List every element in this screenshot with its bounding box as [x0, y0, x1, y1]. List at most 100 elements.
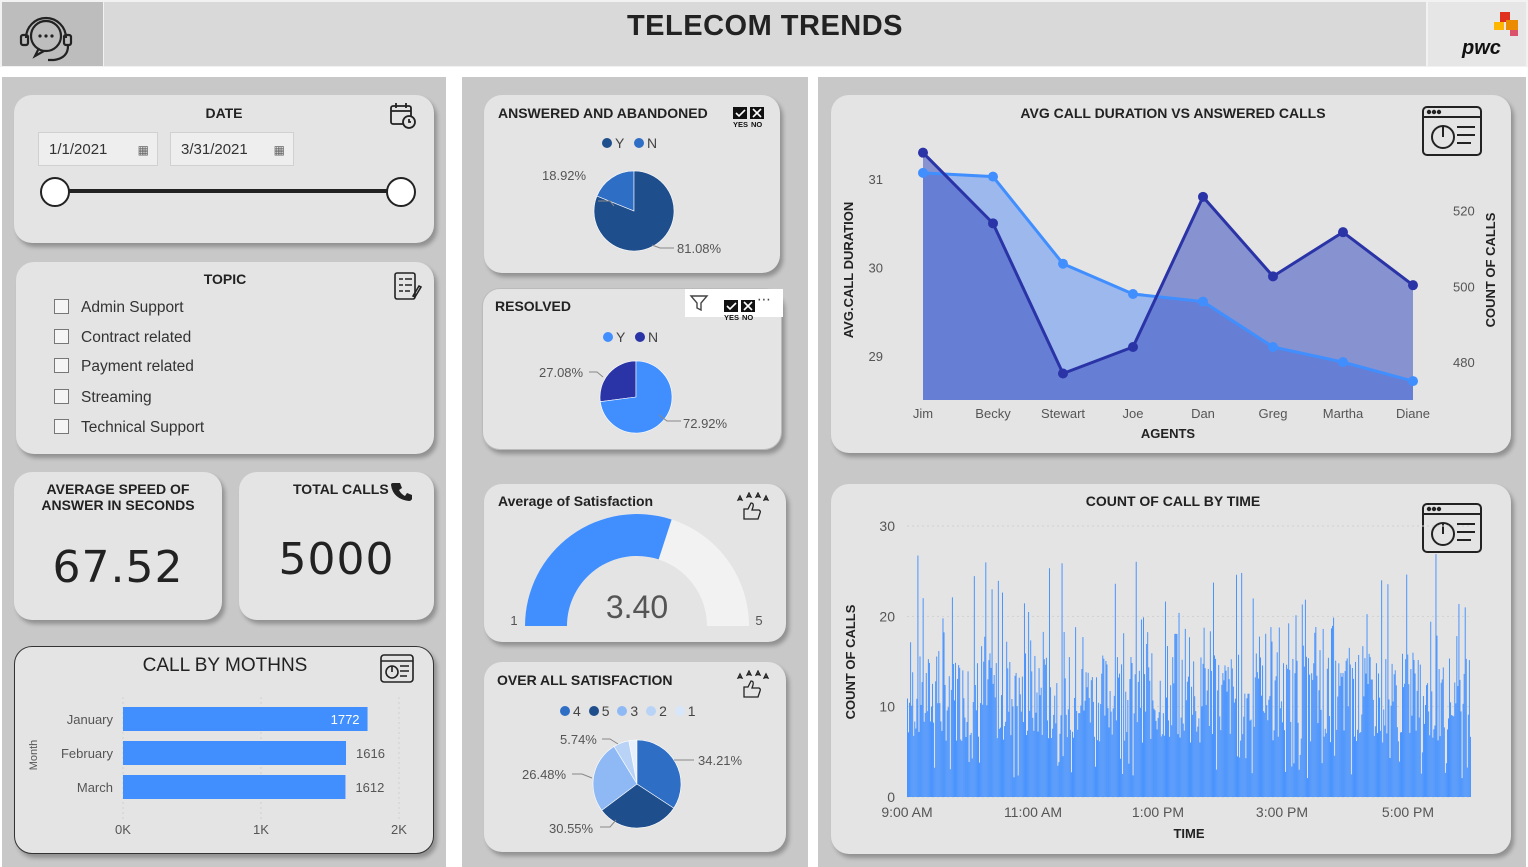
- time-bar: [938, 651, 940, 797]
- checkbox[interactable]: [54, 419, 69, 434]
- time-bar: [1336, 729, 1338, 797]
- time-bar: [1315, 627, 1317, 797]
- time-bar: [934, 767, 936, 797]
- time-bar: [1067, 709, 1069, 797]
- time-bar: [1058, 762, 1060, 797]
- time-bar: [1419, 664, 1421, 797]
- end-date-input[interactable]: 3/31/2021 ▦: [170, 132, 294, 166]
- date-slicer-title: DATE: [205, 105, 243, 121]
- time-bar: [1243, 716, 1245, 797]
- answered-abandoned-card: ANSWERED AND ABANDONED YES NO Y N 18.92%…: [484, 95, 780, 273]
- time-bar: [1337, 696, 1339, 797]
- start-date-handle[interactable]: [40, 177, 70, 207]
- logo-box: [2, 2, 103, 66]
- time-bar: [1090, 680, 1092, 797]
- time-bar: [1093, 736, 1095, 797]
- time-bar: [914, 721, 916, 797]
- time-bar: [1427, 683, 1429, 797]
- time-bar: [1463, 673, 1465, 797]
- topic-item-admin-support[interactable]: Admin Support: [54, 299, 184, 317]
- time-bar: [967, 671, 969, 797]
- calendar-icon[interactable]: ▦: [137, 143, 149, 157]
- legend-label: Y: [615, 135, 625, 151]
- time-bar: [982, 704, 984, 797]
- topic-item-technical-support[interactable]: Technical Support: [54, 419, 204, 437]
- time-bar: [1171, 725, 1173, 797]
- time-bar: [992, 683, 994, 797]
- time-bar: [1248, 693, 1250, 797]
- time-bar: [1053, 714, 1055, 797]
- time-bar: [1298, 769, 1300, 797]
- topic-item-payment-related[interactable]: Payment related: [54, 358, 194, 376]
- time-bar: [1207, 668, 1209, 797]
- time-bar: [1056, 683, 1058, 797]
- pie-label: 5.74%: [560, 732, 597, 747]
- topic-item-contract-related[interactable]: Contract related: [54, 329, 191, 347]
- time-bar: [915, 728, 917, 797]
- pie-slice: [636, 739, 682, 809]
- time-bar: [1461, 778, 1463, 797]
- date-slicer: DATE 1/1/2021 ▦ 3/31/2021 ▦: [14, 95, 434, 243]
- time-bar: [1138, 670, 1140, 797]
- time-bar: [958, 665, 960, 797]
- time-bar: [994, 697, 996, 797]
- time-bar: [1245, 758, 1247, 797]
- time-bar: [1050, 687, 1052, 797]
- time-bar: [1421, 752, 1423, 797]
- time-bar: [1055, 723, 1057, 797]
- time-bar: [1020, 711, 1022, 797]
- time-bar: [1104, 715, 1106, 797]
- filter-icon[interactable]: [689, 293, 709, 313]
- time-bar: [1234, 698, 1236, 797]
- end-date-value: 3/31/2021: [181, 141, 248, 158]
- time-bar: [993, 674, 995, 797]
- time-bar: [1321, 763, 1323, 797]
- checkbox[interactable]: [54, 389, 69, 404]
- start-date-input[interactable]: 1/1/2021 ▦: [38, 132, 158, 166]
- end-date-handle[interactable]: [386, 177, 416, 207]
- time-bar: [1414, 673, 1416, 797]
- time-bar: [1153, 708, 1155, 797]
- time-bar: [1307, 778, 1308, 797]
- time-bar: [1343, 730, 1345, 797]
- time-bar: [1184, 628, 1186, 797]
- checkbox[interactable]: [54, 329, 69, 344]
- time-bar: [1108, 727, 1110, 797]
- time-bar: [956, 740, 958, 797]
- time-bar: [950, 689, 952, 797]
- time-bar: [991, 589, 993, 797]
- time-bar: [989, 653, 991, 797]
- gauge-fill: [525, 514, 672, 626]
- time-bar: [1350, 774, 1352, 797]
- time-bar: [1099, 741, 1101, 797]
- duration-vs-answered-card: AVG CALL DURATION VS ANSWERED CALLS 29 30…: [831, 95, 1511, 453]
- time-bar: [1278, 627, 1280, 797]
- time-bar: [1051, 738, 1053, 797]
- topic-item-streaming[interactable]: Streaming: [54, 389, 152, 407]
- more-options-icon[interactable]: ⋯: [757, 291, 771, 307]
- time-bar: [1049, 568, 1050, 797]
- time-bar: [1455, 703, 1457, 797]
- time-bar: [1272, 740, 1274, 797]
- time-bar: [1157, 717, 1159, 797]
- time-bar: [1164, 601, 1166, 797]
- time-bar: [1430, 621, 1432, 797]
- topic-item-label: Contract related: [81, 329, 192, 346]
- time-bar: [1149, 680, 1151, 797]
- calendar-icon[interactable]: ▦: [273, 143, 285, 157]
- time-bar: [1124, 740, 1126, 797]
- time-bar: [1264, 712, 1266, 797]
- agent-label: Diane: [1396, 406, 1430, 421]
- x-tick-label: 2K: [391, 822, 407, 837]
- checkbox[interactable]: [54, 299, 69, 314]
- time-bar: [1109, 691, 1111, 797]
- time-bar: [1096, 677, 1097, 797]
- checkbox[interactable]: [54, 358, 69, 373]
- time-bar: [1382, 742, 1384, 797]
- time-bar: [1322, 628, 1324, 797]
- time-bar: [1002, 592, 1003, 797]
- time-bar: [1360, 732, 1362, 797]
- time-bar: [1113, 695, 1115, 797]
- answered-point: [918, 167, 928, 178]
- time-bar: [1378, 673, 1379, 797]
